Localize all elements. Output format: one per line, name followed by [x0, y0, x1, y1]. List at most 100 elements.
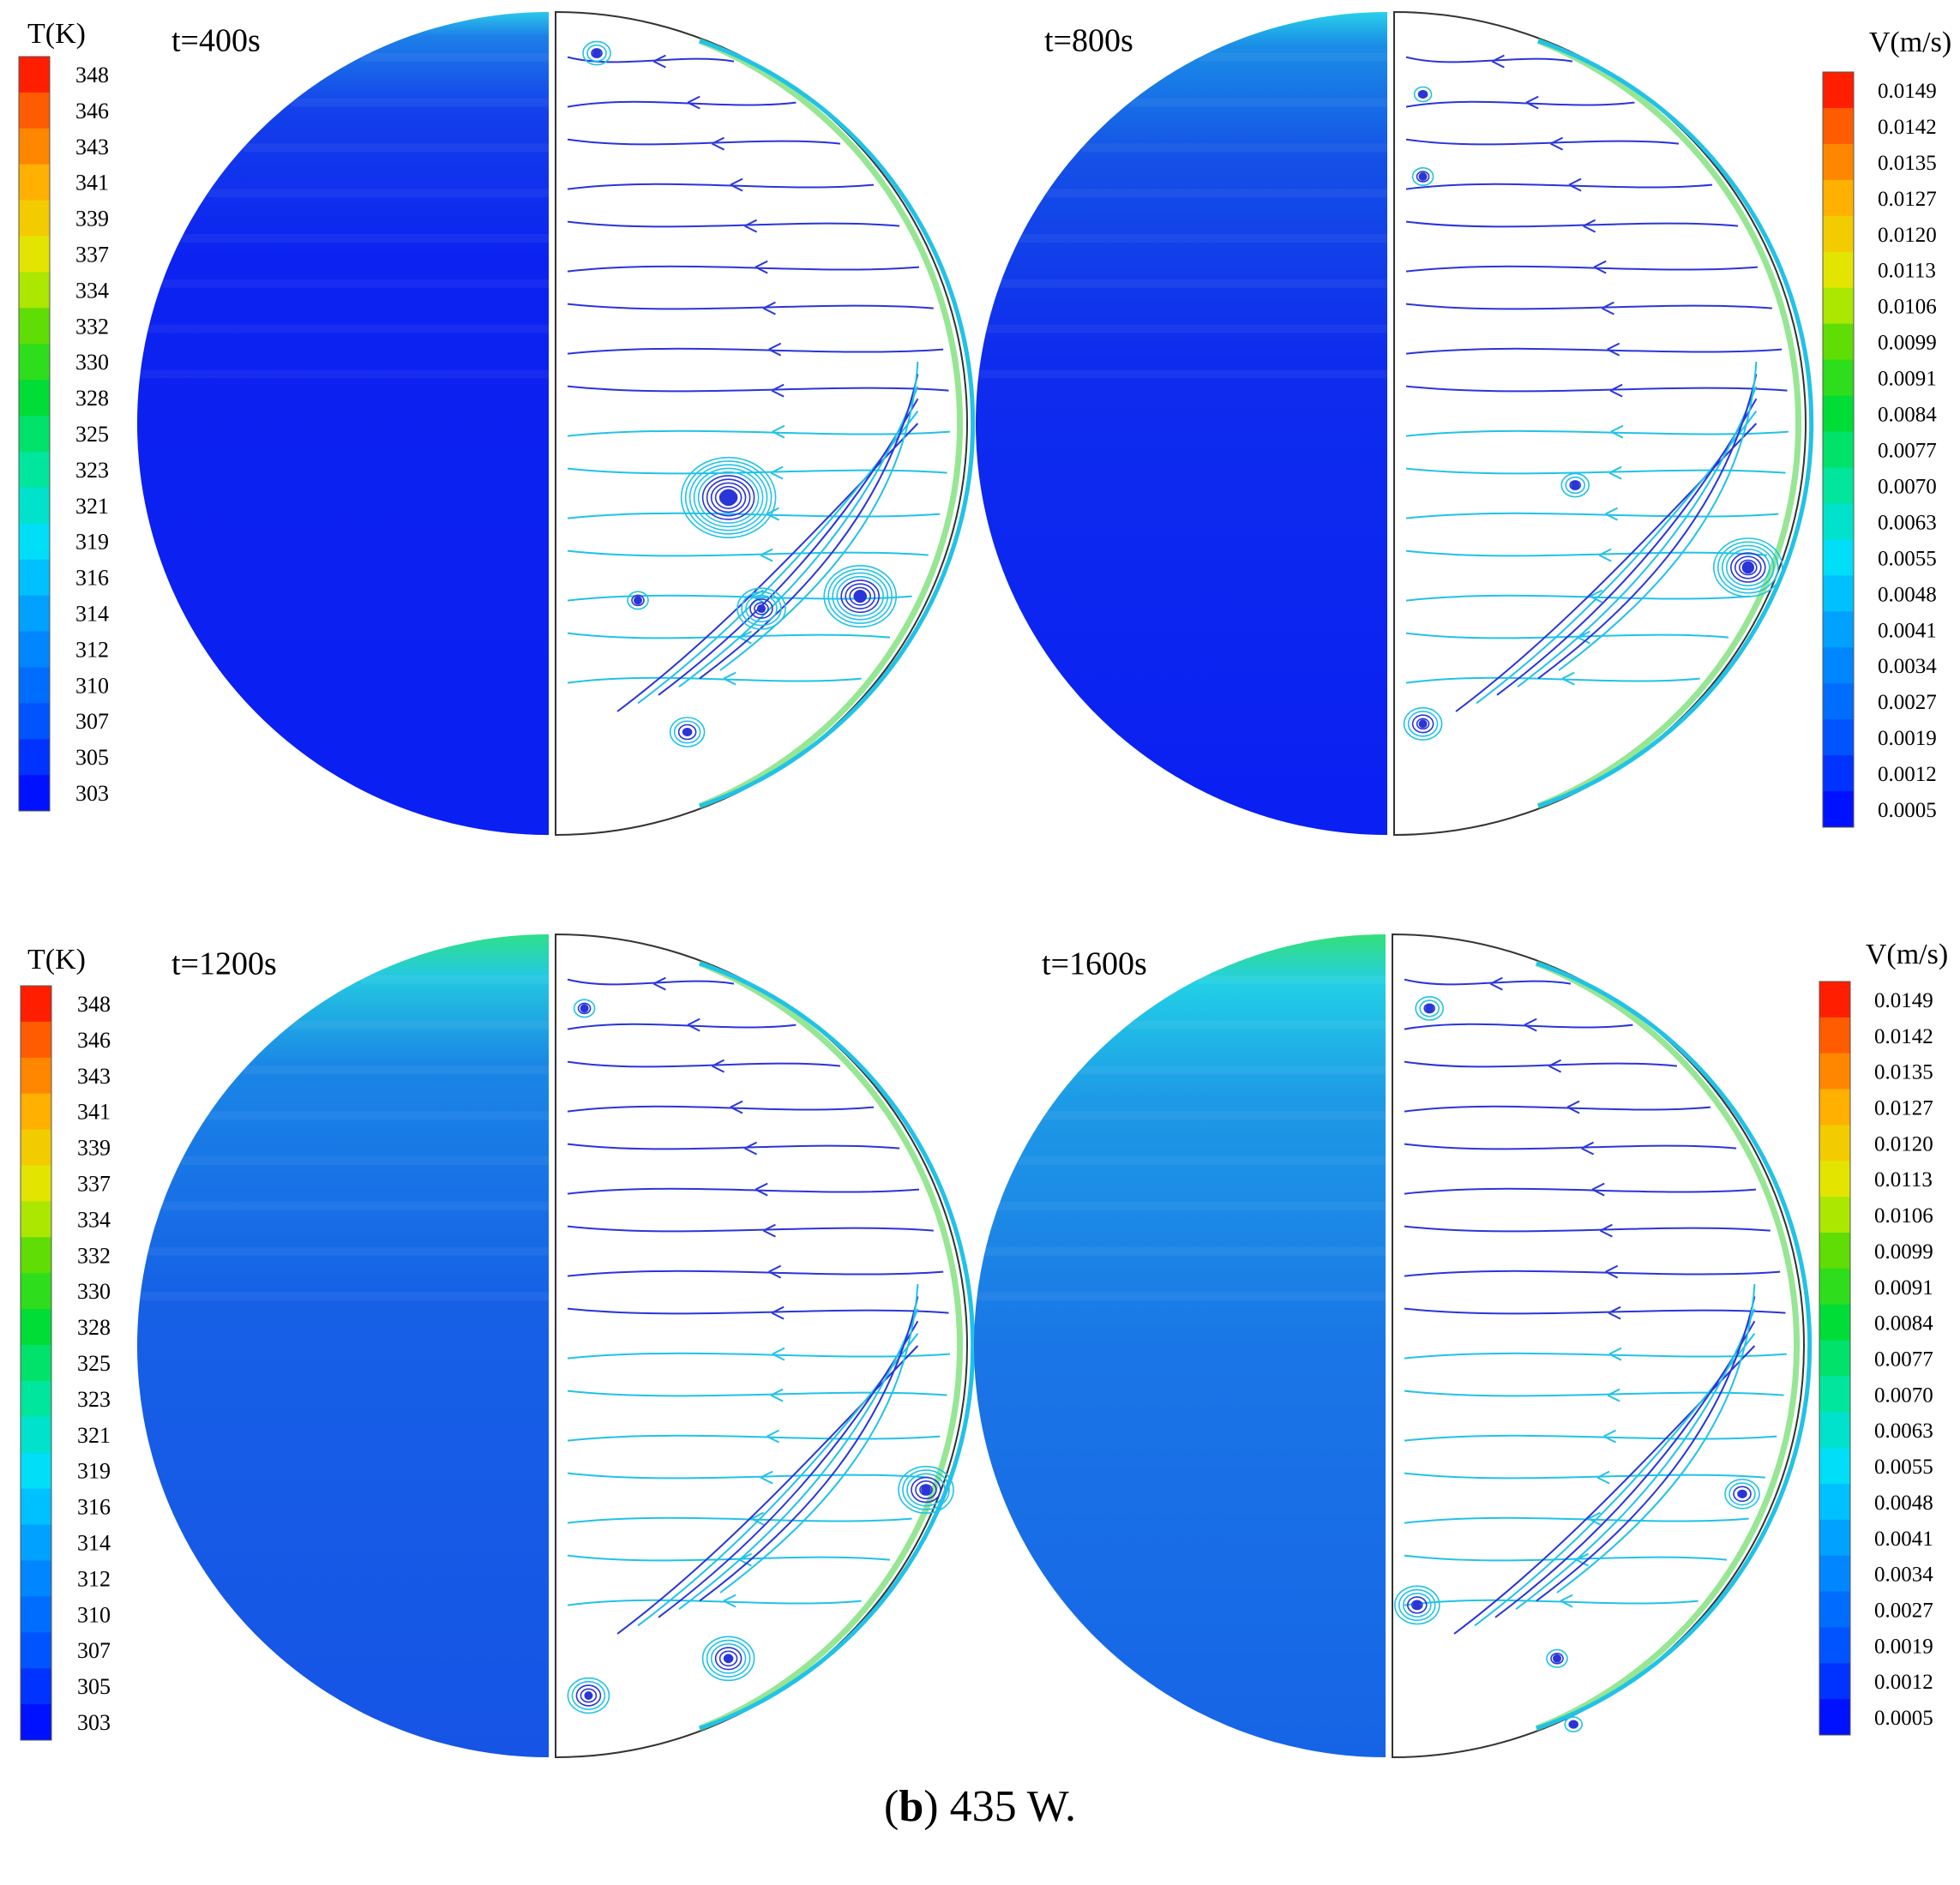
vortex-core: [1569, 1720, 1578, 1729]
streamline: [1405, 347, 1783, 355]
legend-tick-label: 323: [75, 458, 109, 483]
plume-streamline: [1517, 386, 1758, 687]
vortex-ring: [898, 1466, 954, 1515]
streamline-arrow: [1608, 1347, 1622, 1361]
legend-title: V(m/s): [1866, 939, 1948, 970]
streamline: [1404, 1472, 1765, 1480]
legend-band: [21, 1452, 51, 1490]
vortex-core: [634, 596, 642, 605]
vortices: [1403, 86, 1783, 741]
streamline-arrow: [1583, 219, 1596, 233]
streamlines: [1404, 976, 1787, 1635]
vortex-ring: [1546, 1648, 1568, 1668]
legend-tick-label: 0.0120: [1874, 1132, 1933, 1156]
streamline: [1404, 1307, 1786, 1315]
legend-band: [21, 1165, 51, 1202]
legend-tick-label: 0.0127: [1874, 1097, 1933, 1120]
legend-tick-label: 330: [75, 350, 109, 375]
legend-band: [19, 164, 50, 201]
streamlines: [567, 976, 950, 1635]
streamline: [567, 1143, 900, 1150]
legend-band: [1823, 467, 1854, 504]
streamline: [1404, 1023, 1633, 1030]
streamline-arrow: [1596, 1470, 1610, 1485]
legend-band: [21, 1380, 51, 1418]
vortex-ring: [1411, 714, 1434, 734]
vortex-ring: [1565, 476, 1585, 495]
legend-band: [1823, 287, 1854, 325]
vortex-core: [1418, 719, 1428, 729]
streamline-arrow: [712, 1059, 725, 1073]
legend-band: [1819, 1699, 1850, 1736]
streamline-arrow: [772, 424, 785, 439]
legend-band: [19, 523, 50, 561]
legend-tick-label: 330: [77, 1279, 111, 1304]
temperature-contour-half: [137, 12, 549, 835]
streamline-arrow: [1591, 1182, 1605, 1197]
legend-tick-label: 0.0084: [1874, 1312, 1933, 1336]
streamline: [567, 1225, 934, 1233]
vortex-ring: [915, 1480, 937, 1500]
plume-streamline: [1494, 1320, 1756, 1618]
legend-band: [21, 1309, 51, 1346]
legend-band: [19, 595, 50, 632]
vortex-ring: [1415, 996, 1444, 1021]
legend-tick-label: 0.0091: [1874, 1276, 1933, 1300]
legend-band: [21, 1093, 51, 1131]
streamline-arrow: [1608, 465, 1622, 480]
streamline-arrow: [712, 136, 725, 151]
legend-tick-label: 0.0077: [1878, 440, 1937, 463]
legend-tick-label: 334: [75, 278, 109, 303]
legend-band: [1819, 1340, 1850, 1377]
vortex-ring: [1407, 1596, 1428, 1614]
legend-band: [1823, 431, 1854, 468]
legend-tick-label: 0.0113: [1874, 1168, 1933, 1192]
legend-band: [1819, 1233, 1850, 1270]
legend-tick-label: 307: [77, 1638, 111, 1663]
legend-title: T(K): [27, 944, 86, 976]
vortex-ring: [919, 1484, 933, 1496]
legend-band: [21, 1704, 51, 1741]
legend-frame: [18, 56, 51, 812]
legend-tick-label: 303: [75, 781, 109, 806]
streamline-arrow: [730, 177, 743, 192]
legend-band: [21, 1668, 51, 1705]
vortex-ring: [1423, 1003, 1435, 1014]
legend-band: [19, 200, 50, 237]
vortex-ring: [586, 44, 607, 63]
legend-band: [1819, 1089, 1850, 1126]
streamline-arrow: [771, 1306, 785, 1320]
legend-tick-label: 0.0027: [1878, 691, 1937, 714]
legend-band: [1819, 1304, 1850, 1342]
vortex-ring: [840, 579, 881, 614]
streamline-arrow: [1550, 136, 1564, 151]
streamline: [567, 303, 934, 310]
vortex-ring: [1713, 537, 1783, 597]
panel-time-label: t=1200s: [171, 946, 277, 982]
panel-1: t=400s: [137, 10, 976, 837]
legend-band: [1823, 683, 1854, 720]
vortex-ring: [706, 478, 751, 517]
legend-tick-label: 0.0135: [1874, 1061, 1933, 1084]
plume-streamline: [699, 1296, 919, 1602]
legend-tick-label: 0.0091: [1878, 368, 1937, 391]
wall-boundary-layer: [698, 960, 963, 1732]
panel-4: t=1600s: [974, 933, 1813, 1759]
wall-boundary-layer: [698, 38, 963, 809]
streamline: [567, 978, 735, 986]
legend-tick-label: 0.0027: [1874, 1600, 1933, 1623]
streamline: [1405, 549, 1767, 557]
streamline: [1404, 1434, 1777, 1442]
legend-title: V(m/s): [1869, 27, 1951, 58]
legend-tick-label: 0.0019: [1878, 727, 1937, 750]
legend-tick-label: 0.0077: [1874, 1348, 1933, 1372]
legend-tick-label: 0.0142: [1874, 1025, 1933, 1048]
legend-tick-label: 316: [75, 566, 109, 591]
vortex-ring: [1416, 717, 1430, 730]
legend-tick-label: 0.0034: [1878, 655, 1937, 678]
vortex-ring: [577, 1002, 592, 1015]
vortex-ring: [823, 565, 898, 628]
streamline-arrow: [744, 1141, 758, 1156]
legend-tick-label: 337: [75, 242, 109, 267]
streamline: [1404, 1143, 1737, 1150]
